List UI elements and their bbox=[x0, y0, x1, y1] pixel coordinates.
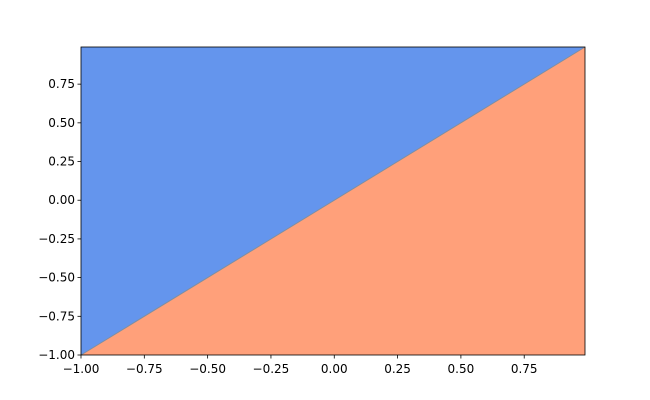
axes-frame bbox=[80, 46, 586, 356]
x-tick-label: 0.00 bbox=[321, 362, 348, 376]
x-tick-label: 0.25 bbox=[384, 362, 411, 376]
y-tick-label: −0.25 bbox=[38, 232, 75, 246]
x-tick-label: −1.00 bbox=[63, 362, 100, 376]
boundary-line bbox=[80, 46, 586, 356]
y-tick-label: 0.50 bbox=[48, 116, 75, 130]
y-tick-label: −0.75 bbox=[38, 309, 75, 323]
x-tick-label: −0.75 bbox=[126, 362, 163, 376]
y-tick-label: 0.25 bbox=[48, 155, 75, 169]
x-tick-label: −0.25 bbox=[253, 362, 290, 376]
y-tick-label: −0.50 bbox=[38, 271, 75, 285]
x-tick-label: 0.75 bbox=[511, 362, 538, 376]
y-tick-label: −1.00 bbox=[38, 348, 75, 362]
y-tick-label: 0.75 bbox=[48, 77, 75, 91]
x-tick-label: 0.50 bbox=[448, 362, 475, 376]
y-tick-label: 0.00 bbox=[48, 193, 75, 207]
x-tick-label: −0.50 bbox=[189, 362, 226, 376]
